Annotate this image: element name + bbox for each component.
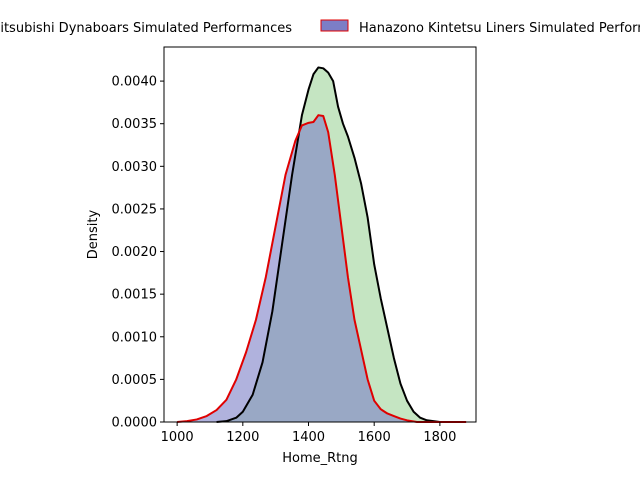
legend-swatch-hanazono xyxy=(320,19,349,32)
y-axis-label: Density xyxy=(86,209,101,259)
x-axis-label: Home_Rtng xyxy=(282,451,358,466)
x-tick-label: 1400 xyxy=(292,430,325,445)
y-tick-label: 0.0030 xyxy=(112,160,158,175)
plot-series xyxy=(177,66,467,423)
plot-frame xyxy=(163,46,477,423)
y-tick-label: 0.0015 xyxy=(112,288,158,303)
legend: Mitsubishi Dynaboars Simulated Performan… xyxy=(0,19,640,36)
y-tick-label: 0.0020 xyxy=(112,245,158,260)
y-tick-label: 0.0040 xyxy=(112,75,158,90)
series-0-line xyxy=(216,66,460,423)
y-tick-label: 0.0000 xyxy=(112,416,158,431)
x-tick-label: 1200 xyxy=(226,430,259,445)
y-tick-label: 0.0025 xyxy=(112,202,158,217)
x-tick-label: 1800 xyxy=(423,430,456,445)
y-tick-label: 0.0005 xyxy=(112,373,158,388)
legend-label-hanazono: Hanazono Kintetsu Liners Simulated Perfo… xyxy=(359,21,640,36)
x-tick-label: 1000 xyxy=(161,430,194,445)
series-1-area xyxy=(177,115,467,423)
y-axis: 0.0000 0.0005 0.0010 0.0015 0.0020 0.0025 0.00… xyxy=(112,75,164,431)
series-1-line xyxy=(177,114,467,423)
legend-label-mitsubishi: Mitsubishi Dynaboars Simulated Performan… xyxy=(0,21,292,36)
x-tick-label: 1600 xyxy=(358,430,391,445)
y-tick-label: 0.0035 xyxy=(112,117,158,132)
y-tick-label: 0.0010 xyxy=(112,330,158,345)
x-axis: 1000 1200 1400 1600 1800 xyxy=(161,422,456,445)
